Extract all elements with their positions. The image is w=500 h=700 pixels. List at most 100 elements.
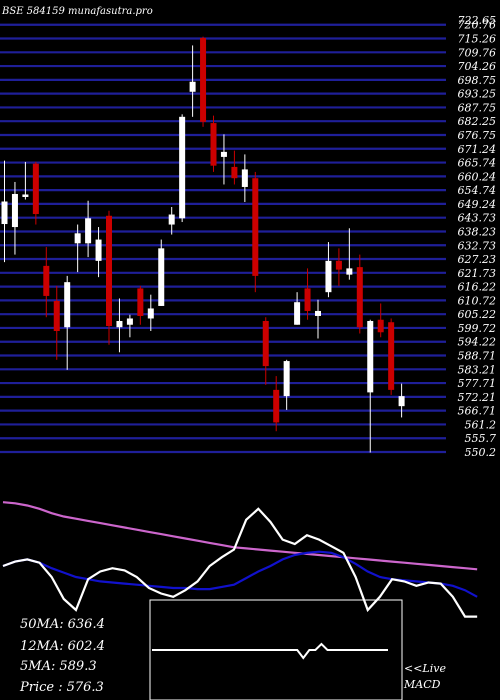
y-tick-label: 561.2: [465, 418, 497, 431]
stat-value: 576.3: [67, 680, 104, 695]
y-tick-label: 698.75: [458, 74, 497, 87]
y-tick-label: 577.71: [458, 377, 497, 390]
candle-body: [304, 288, 311, 311]
macd-box: [149, 599, 403, 700]
candle-body: [377, 319, 384, 333]
y-tick-label: 682.25: [458, 115, 497, 128]
ma-line: [2, 507, 478, 618]
stat-label: 12MA: [20, 639, 59, 654]
candle-body: [116, 320, 123, 328]
y-tick-label: 566.71: [458, 405, 497, 418]
candle-body: [398, 396, 405, 407]
y-tick-label: 665.74: [458, 157, 497, 170]
candle-body: [325, 260, 332, 293]
y-tick-label: 671.24: [458, 143, 497, 156]
candle-body: [200, 37, 207, 122]
y-tick-label: 555.7: [465, 432, 497, 445]
candle-body: [241, 169, 248, 187]
stat-sep: :: [51, 659, 55, 674]
y-tick-label: 616.22: [458, 281, 497, 294]
macd-panel: [149, 599, 403, 700]
svg-text:Price :576.3: Price :576.3: [19, 680, 104, 695]
candle-body: [95, 239, 102, 261]
candle-body: [283, 361, 290, 397]
stat-value: 636.4: [68, 617, 105, 632]
y-tick-label: 627.23: [458, 253, 497, 266]
stat-sep: :: [54, 680, 63, 695]
candle-body: [1, 201, 8, 225]
candle-body: [388, 322, 395, 390]
svg-text:50MA:636.4: 50MA: 636.4: [20, 617, 105, 632]
y-tick-label: 687.75: [458, 101, 497, 114]
macd-line: [152, 642, 388, 660]
macd-label-macd: MACD: [403, 678, 441, 691]
y-tick-label: 599.72: [458, 322, 497, 335]
candle-body: [147, 308, 154, 319]
y-tick-label: 722.65: [458, 14, 497, 27]
stats-panel: 50MA: 636.4 12MA: 602.4 5MA: 589.3 Price :5…: [19, 617, 105, 695]
candle-body: [85, 218, 92, 244]
candle-body: [252, 178, 259, 276]
candle-body: [137, 288, 144, 316]
candle-body: [262, 320, 269, 367]
svg-text:12MA:602.4: 12MA: 602.4: [20, 639, 105, 654]
chart-title: BSE 584159 munafasutra.pro: [1, 6, 153, 17]
moving-average-panel: [2, 501, 478, 618]
candle-body: [189, 81, 196, 92]
candle-body: [346, 268, 353, 275]
y-axis-ticks: 722.65720.76715.26709.76704.26698.75693.…: [458, 14, 497, 459]
candle-body: [106, 215, 112, 326]
candle-body: [210, 123, 217, 166]
candle-body: [315, 310, 321, 316]
candlesticks: [1, 36, 405, 453]
y-tick-label: 643.73: [458, 212, 497, 225]
y-tick-label: 621.73: [458, 267, 497, 280]
y-tick-label: 605.22: [458, 308, 497, 321]
y-tick-label: 638.23: [458, 225, 497, 238]
candle-body: [11, 193, 18, 228]
y-tick-label: 693.25: [458, 88, 497, 101]
y-tick-label: 649.24: [458, 198, 497, 211]
y-tick-label: 588.71: [458, 350, 497, 363]
candle-body: [367, 320, 374, 393]
y-tick-label: 715.26: [458, 33, 497, 46]
y-tick-label: 594.22: [458, 336, 497, 349]
candle-body: [64, 282, 71, 328]
candle-body: [273, 389, 280, 423]
candle-body: [335, 260, 342, 270]
stat-sep: :: [59, 639, 63, 654]
y-tick-label: 720.76: [458, 19, 497, 32]
stat-value: 589.3: [59, 659, 96, 674]
y-tick-label: 654.74: [458, 184, 497, 197]
candle-body: [231, 166, 238, 179]
y-tick-label: 676.75: [458, 129, 497, 142]
stat-value: 602.4: [68, 639, 105, 654]
candle-body: [179, 116, 186, 219]
stat-label: Price: [19, 680, 54, 695]
candle-body: [168, 214, 175, 225]
candle-body: [32, 163, 39, 215]
candle-body: [126, 318, 133, 325]
y-tick-label: 572.21: [458, 391, 497, 404]
y-tick-label: 660.24: [458, 170, 497, 183]
candle-body: [158, 248, 165, 306]
candle-body: [53, 300, 60, 332]
candle-body: [220, 151, 227, 157]
stat-sep: :: [59, 617, 63, 632]
y-tick-label: 632.73: [458, 239, 497, 252]
candle-body: [294, 302, 301, 325]
candle-body: [22, 194, 29, 197]
y-tick-label: 550.2: [465, 446, 497, 459]
y-tick-label: 704.26: [458, 60, 497, 73]
candle-body: [43, 265, 50, 296]
stat-label: 5MA: [20, 659, 51, 674]
macd-label-live: <<Live: [404, 662, 446, 675]
candle-body: [356, 267, 363, 328]
stat-label: 50MA: [20, 617, 59, 632]
svg-text:5MA:589.3: 5MA: 589.3: [20, 659, 97, 674]
y-tick-label: 583.21: [458, 363, 497, 376]
ma-line: [2, 501, 478, 571]
y-tick-label: 709.76: [458, 46, 497, 59]
